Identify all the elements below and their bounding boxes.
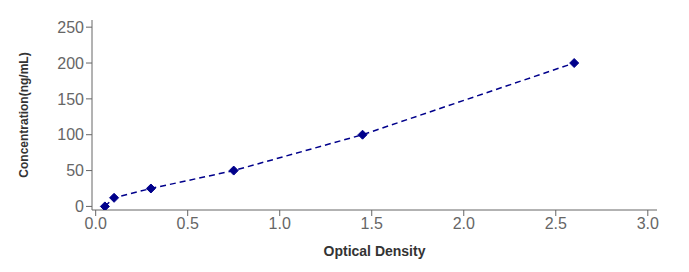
svg-text:2.5: 2.5 xyxy=(545,215,567,232)
svg-text:0: 0 xyxy=(75,198,84,215)
svg-text:1.5: 1.5 xyxy=(361,215,383,232)
svg-text:100: 100 xyxy=(57,126,84,143)
svg-text:1.0: 1.0 xyxy=(269,215,291,232)
svg-text:0.5: 0.5 xyxy=(177,215,199,232)
svg-text:250: 250 xyxy=(57,19,84,36)
svg-text:Concentration(ng/mL): Concentration(ng/mL) xyxy=(17,52,31,177)
svg-text:2.0: 2.0 xyxy=(453,215,475,232)
svg-text:200: 200 xyxy=(57,55,84,72)
svg-text:3.0: 3.0 xyxy=(637,215,659,232)
svg-text:50: 50 xyxy=(66,162,84,179)
svg-text:Optical Density: Optical Density xyxy=(324,243,426,259)
svg-text:0.0: 0.0 xyxy=(85,215,107,232)
svg-text:150: 150 xyxy=(57,91,84,108)
